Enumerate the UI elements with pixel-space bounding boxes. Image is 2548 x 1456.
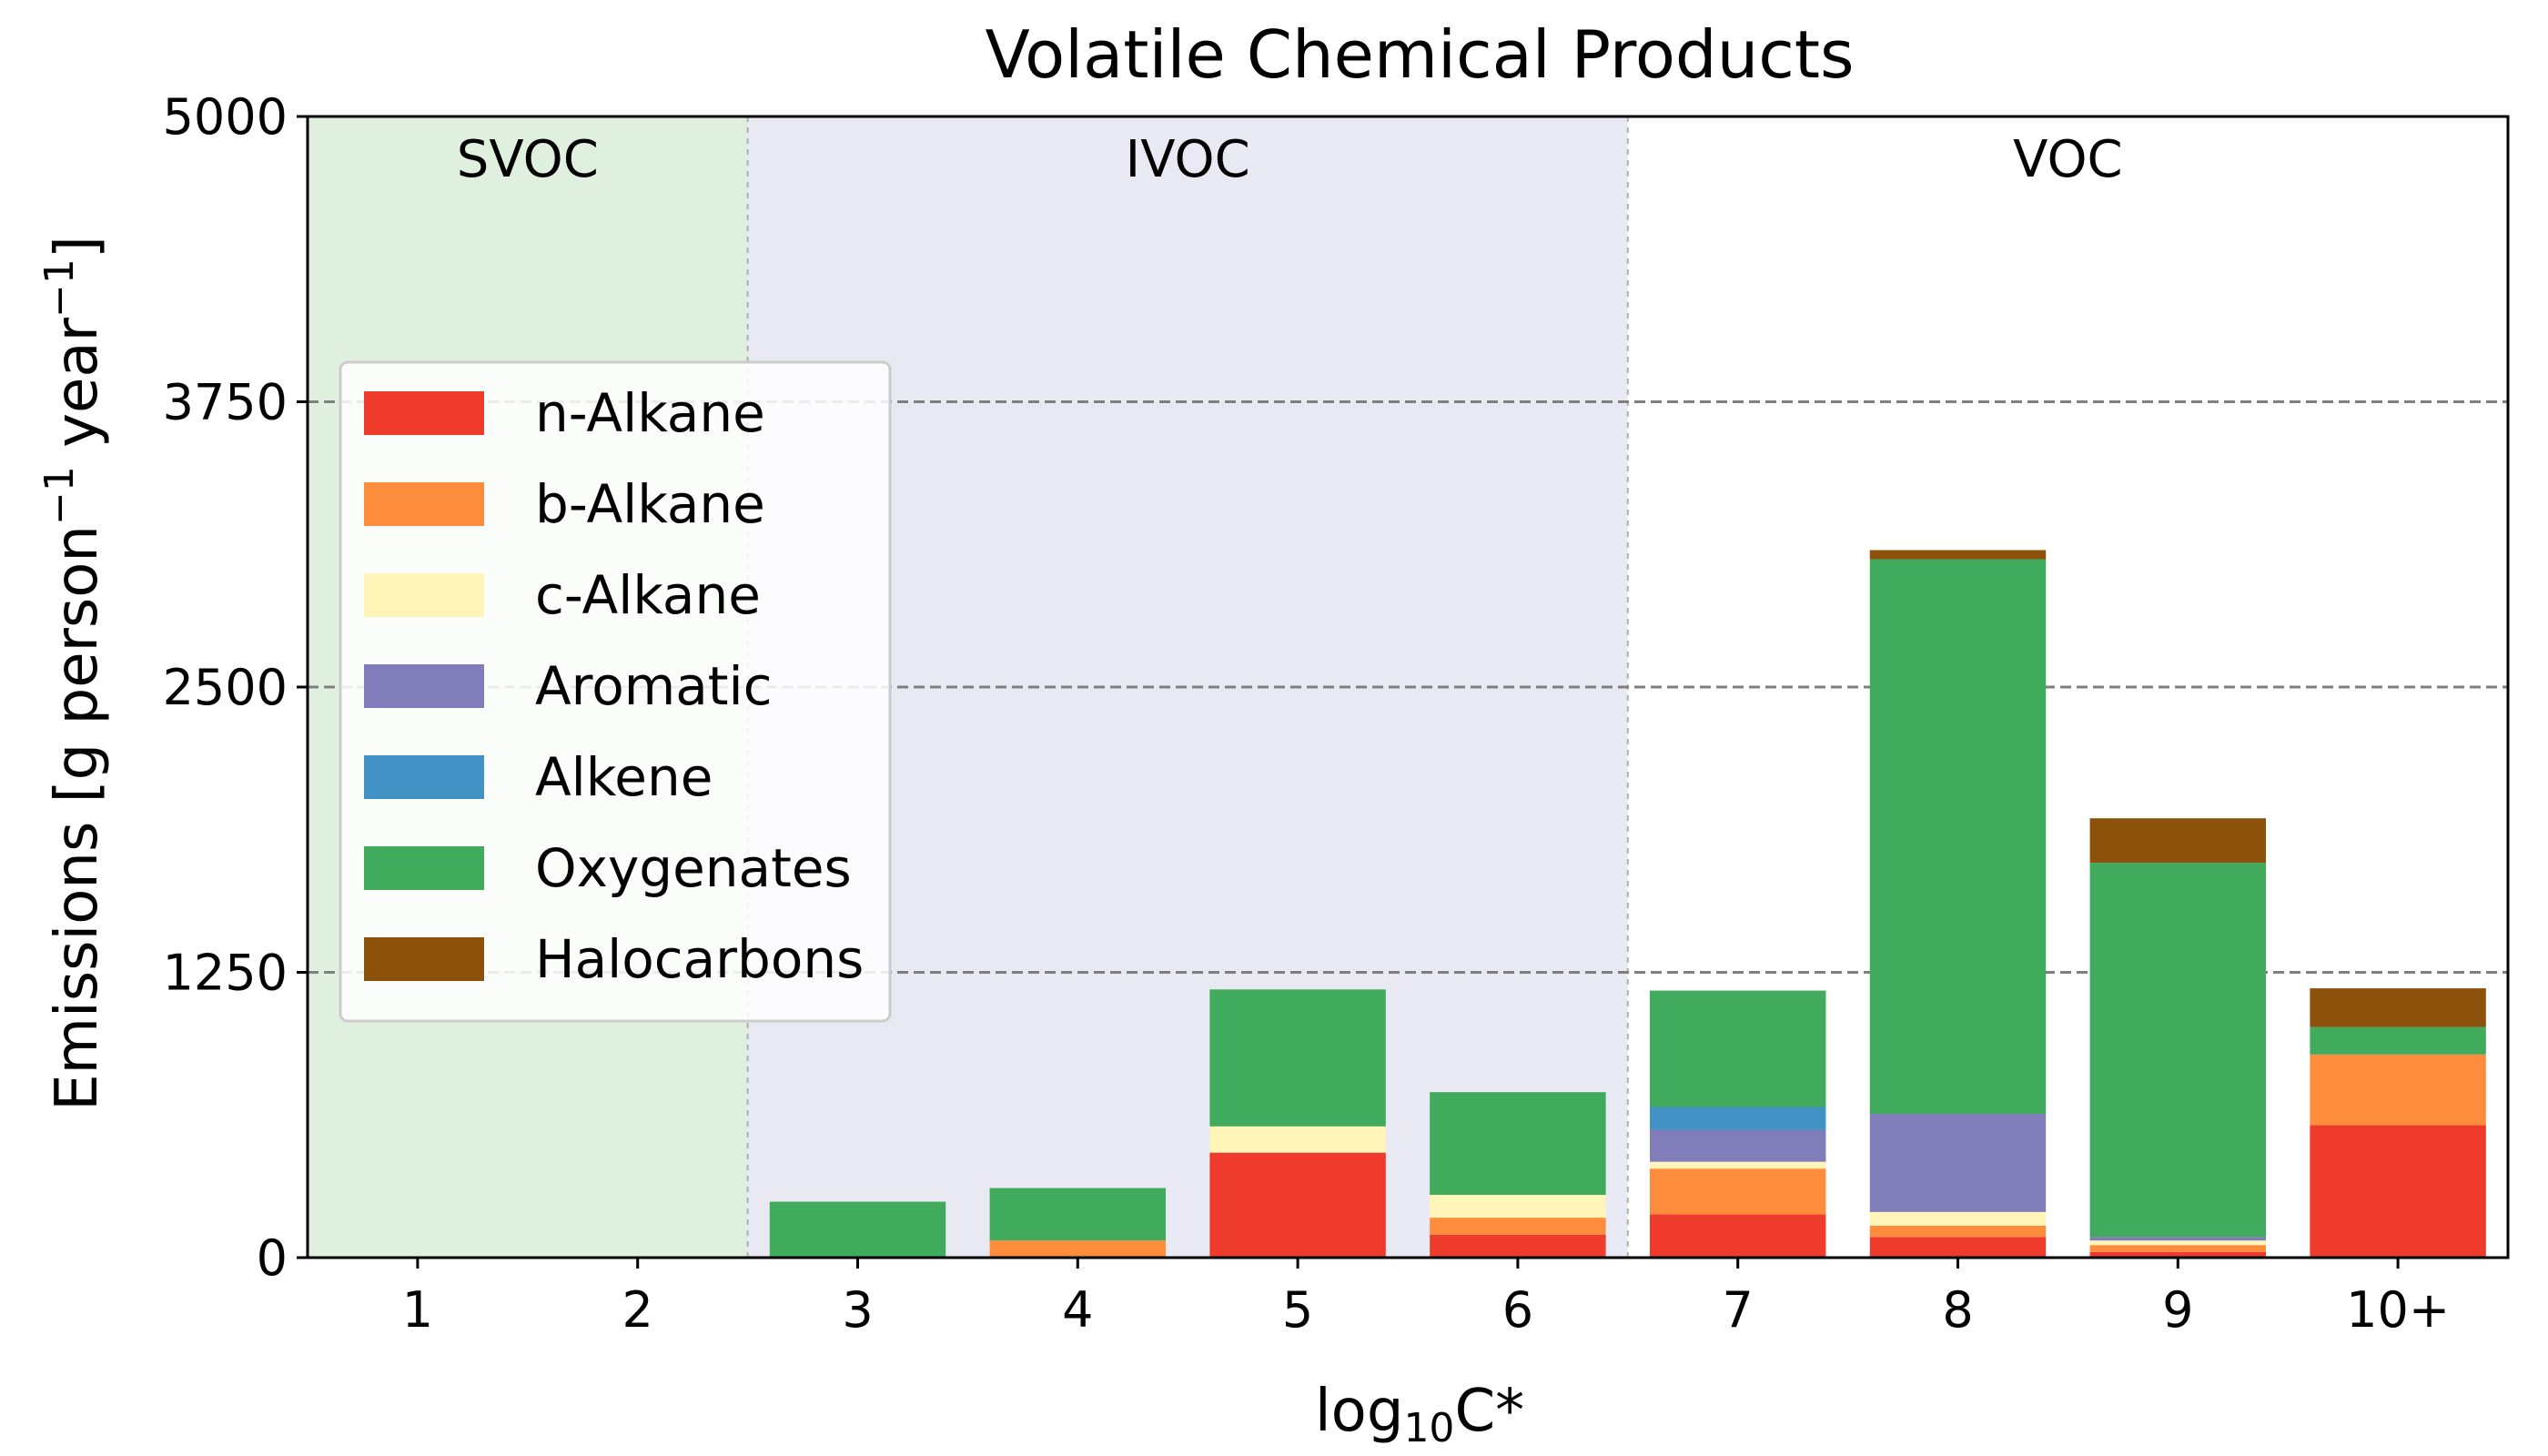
y-tick-label: 1250: [163, 945, 288, 1002]
x-tick-label: 1: [402, 1281, 433, 1339]
y-axis-label-tail: ]: [44, 236, 111, 258]
x-axis-label-suffix: C*: [1454, 1378, 1524, 1445]
bar-b-alkane-7: [1649, 1168, 1826, 1215]
bar-aromatic-7: [1649, 1129, 1826, 1162]
legend-label-c-alkane: c-Alkane: [535, 564, 761, 626]
legend: n-Alkane b-Alkane c-Alkane Aromatic Alkene Ox…: [339, 360, 892, 1023]
legend-swatch-b-alkane: [364, 482, 484, 526]
legend-label-halocarbons: Halocarbons: [535, 928, 864, 990]
region-label-ivoc: IVOC: [1126, 130, 1250, 189]
x-axis: 1 2 3 4 5 6 7 8 9 10+: [402, 1258, 2450, 1339]
bar-halocarbons-8: [1869, 550, 2047, 560]
bar-c-alkane-5: [1209, 1126, 1386, 1153]
bar-oxygenates-9: [2089, 863, 2267, 1238]
bar-c-alkane-8: [1869, 1211, 2047, 1226]
x-tick-label: 8: [1942, 1281, 1973, 1339]
y-axis-label-sup1: −1: [36, 466, 83, 525]
legend-label-aromatic: Aromatic: [535, 655, 773, 717]
region-label-svoc: SVOC: [457, 130, 599, 189]
legend-swatch-n-alkane: [364, 391, 484, 435]
bar-oxygenates-5: [1209, 989, 1386, 1127]
legend-label-alkene: Alkene: [535, 746, 713, 808]
y-tick-label: 2500: [163, 659, 288, 716]
bar-n-alkane-8: [1869, 1237, 2047, 1258]
x-axis-label-subscript: 10: [1403, 1405, 1454, 1451]
bar-oxygenates-3: [769, 1201, 946, 1258]
bar-alkene-7: [1649, 1107, 1826, 1130]
y-tick-label: 3750: [163, 374, 288, 431]
bar-n-alkane-9: [2089, 1251, 2267, 1258]
x-tick-label: 5: [1282, 1281, 1313, 1339]
bar-c-alkane-9: [2089, 1240, 2267, 1246]
region-label-voc: VOC: [2013, 130, 2123, 189]
y-axis-label-lead: Emissions [g person: [44, 525, 111, 1111]
bar-halocarbons-10plus: [2310, 988, 2486, 1027]
bar-aromatic-8: [1869, 1113, 2047, 1212]
bar-n-alkane-10plus: [2310, 1125, 2486, 1258]
y-axis-label-mid: year: [44, 317, 111, 466]
bar-c-alkane-7: [1649, 1161, 1826, 1169]
legend-label-n-alkane: n-Alkane: [535, 382, 765, 444]
bar-oxygenates-7: [1649, 990, 1826, 1107]
x-tick-label: 2: [622, 1281, 653, 1339]
bar-n-alkane-5: [1209, 1152, 1386, 1258]
bar-b-alkane-4: [989, 1240, 1167, 1258]
y-axis-label-sup2: −1: [36, 258, 83, 318]
x-tick-label: 10+: [2346, 1281, 2450, 1339]
x-tick-label: 9: [2162, 1281, 2193, 1339]
legend-swatch-halocarbons: [364, 937, 484, 981]
x-tick-label: 7: [1723, 1281, 1754, 1339]
x-tick-label: 4: [1062, 1281, 1093, 1339]
bars: [769, 550, 2486, 1258]
region-labels: SVOC IVOC VOC: [457, 130, 2123, 189]
legend-label-oxygenates: Oxygenates: [535, 837, 852, 899]
bar-oxygenates-6: [1430, 1092, 1606, 1196]
bar-oxygenates-4: [989, 1188, 1167, 1241]
y-tick-label: 5000: [163, 88, 288, 146]
bar-halocarbons-9: [2089, 818, 2267, 864]
y-tick-label: 0: [257, 1229, 288, 1287]
legend-swatch-aromatic: [364, 664, 484, 708]
y-axis: 0 1250 2500 3750 5000: [163, 88, 308, 1287]
legend-label-b-alkane: b-Alkane: [535, 473, 765, 535]
legend-swatch-c-alkane: [364, 573, 484, 617]
bar-b-alkane-10plus: [2310, 1054, 2486, 1126]
x-axis-label: log10C*: [1315, 1378, 1524, 1451]
bar-b-alkane-9: [2089, 1245, 2267, 1252]
chart-title: Volatile Chemical Products: [985, 16, 1854, 93]
bar-n-alkane-6: [1430, 1234, 1606, 1258]
x-tick-label: 3: [842, 1281, 873, 1339]
legend-swatch-oxygenates: [364, 846, 484, 890]
bar-b-alkane-8: [1869, 1225, 2047, 1238]
y-axis-label: Emissions [g person−1 year−1]: [36, 236, 111, 1111]
bar-aromatic-9: [2089, 1237, 2267, 1241]
bar-c-alkane-6: [1430, 1195, 1606, 1218]
legend-swatch-alkene: [364, 755, 484, 799]
bar-oxygenates-8: [1869, 559, 2047, 1114]
x-tick-label: 6: [1502, 1281, 1533, 1339]
x-axis-label-main: log: [1315, 1378, 1404, 1445]
bar-b-alkane-6: [1430, 1218, 1606, 1235]
bar-oxygenates-10plus: [2310, 1026, 2486, 1055]
bar-n-alkane-7: [1649, 1214, 1826, 1258]
